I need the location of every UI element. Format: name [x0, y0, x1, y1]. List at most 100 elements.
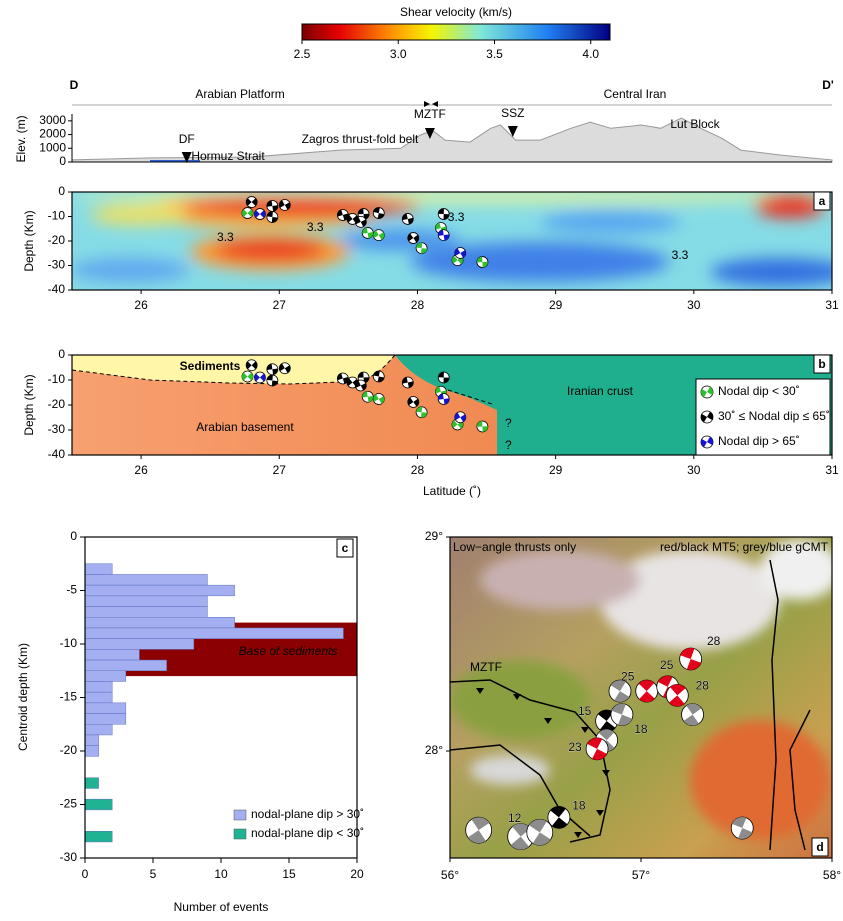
focal-mechanism: [585, 737, 609, 761]
beachball-quadrant: [443, 398, 450, 405]
focal-mechanism: [437, 229, 450, 242]
focal-mechanism: [401, 376, 414, 389]
x-tick-label: 26: [134, 298, 148, 312]
beachball-quadrant: [421, 412, 428, 418]
beachball-quadrant: [683, 714, 699, 726]
beachball-quadrant: [460, 250, 466, 258]
y-tick-label: -30: [60, 850, 78, 864]
x-tick-label: 5: [150, 867, 157, 881]
focal-mechanism: [266, 211, 279, 223]
relief-patch: [470, 755, 550, 785]
depth-label: 12: [508, 811, 522, 825]
map-note: red/black MT5; grey/blue gCMT: [660, 540, 829, 554]
beachball-quadrant: [347, 378, 353, 386]
focal-mechanism: [401, 213, 414, 225]
beachball-quadrant: [438, 371, 444, 378]
focal-mechanism: [361, 390, 374, 403]
beachball-quadrant: [700, 439, 707, 448]
focal-mechanism: [437, 371, 450, 384]
depth-label: 23: [568, 740, 582, 754]
x-tick-label: 31: [825, 463, 839, 477]
section-end: D': [822, 78, 834, 92]
beachball-quadrant: [686, 658, 701, 670]
beachball-quadrant: [413, 234, 419, 243]
y-tick-label: -40: [48, 447, 66, 461]
beachball-quadrant: [402, 213, 408, 221]
focal-mechanism: [407, 396, 420, 408]
focal-mechanism: [372, 229, 385, 242]
focal-mechanism: [266, 374, 279, 387]
x-tick-label: 10: [214, 867, 228, 881]
x-tick-label: 28: [411, 298, 425, 312]
histogram-bar: [84, 713, 127, 725]
beachball-quadrant: [657, 675, 673, 687]
beachball-quadrant: [670, 684, 686, 696]
y-tick-label: -40: [48, 282, 66, 296]
legend-symbol: [700, 385, 714, 399]
marker-label: DF: [179, 132, 195, 146]
beachball-quadrant: [680, 647, 695, 659]
beachball-quadrant: [360, 219, 367, 227]
beachball-quadrant: [271, 216, 278, 223]
beachball-quadrant: [454, 248, 461, 256]
beachball-quadrant: [373, 394, 379, 402]
y-axis-label: Elev. (m): [14, 115, 28, 162]
focal-mechanism: [437, 208, 450, 220]
histogram-bar: [84, 745, 99, 757]
beachball-quadrant: [246, 361, 252, 370]
depth-label: 25: [621, 669, 635, 683]
y-tick-label: -20: [60, 743, 78, 757]
beachball-quadrant: [416, 406, 423, 413]
y-tick-label: -30: [48, 258, 66, 272]
beachball-quadrant: [452, 420, 458, 428]
panel-letter-box: [336, 538, 354, 558]
beachball-quadrant: [337, 373, 343, 381]
y-tick-label: 0: [70, 529, 77, 543]
contour-label: 3.3: [672, 248, 689, 262]
focal-mechanism: [476, 256, 489, 268]
legend-label: Nodal dip > 65˚: [718, 434, 800, 448]
anomaly: [755, 194, 825, 218]
relief-patch: [760, 540, 832, 600]
y-tick-label: -10: [48, 372, 66, 386]
beachball-quadrant: [438, 208, 444, 215]
fault-trace: [447, 389, 493, 405]
beachball-quadrant: [272, 205, 278, 212]
histogram-bar: [84, 574, 208, 586]
y-tick-label: 29°: [425, 529, 443, 543]
focal-mechanism: [278, 362, 291, 375]
anomaly: [540, 210, 680, 234]
legend-label: 30˚ ≤ Nodal dip ≤ 65˚: [718, 409, 830, 423]
beachball-quadrant: [407, 217, 414, 225]
anomaly: [215, 240, 325, 260]
focal-mechanism: [665, 683, 689, 707]
beachball-quadrant: [355, 380, 361, 388]
x-tick-label: 30: [687, 298, 701, 312]
focal-mechanism: [245, 196, 258, 208]
focal-mechanism: [241, 207, 254, 219]
y-axis-label: Depth (Km): [22, 210, 36, 271]
beachball-quadrant: [416, 242, 423, 249]
beachball-quadrant: [482, 261, 488, 268]
beachball-quadrant: [592, 748, 607, 760]
beachball-quadrant: [407, 233, 414, 242]
beachball-quadrant: [443, 377, 450, 384]
histogram-bar: [84, 670, 127, 682]
beachball-quadrant: [259, 210, 266, 218]
beachball-quadrant: [598, 729, 615, 741]
legend-swatch: [233, 828, 247, 840]
contour-label: 3.3: [217, 230, 234, 244]
contour-label: 3.3: [448, 210, 465, 224]
anomaly: [410, 242, 670, 282]
marker-arrow: [424, 128, 435, 139]
colorbar-tick-label: 2.5: [294, 47, 311, 61]
beachball-quadrant: [377, 376, 385, 383]
y-tick-label: 0: [59, 154, 66, 168]
panel-letter: b: [818, 357, 825, 371]
depth-label: 15: [578, 704, 592, 718]
band-label: Base of sediments: [239, 644, 338, 658]
y-tick-label: -10: [60, 636, 78, 650]
focal-mechanism: [476, 420, 489, 433]
x-tick-label: 27: [273, 298, 287, 312]
